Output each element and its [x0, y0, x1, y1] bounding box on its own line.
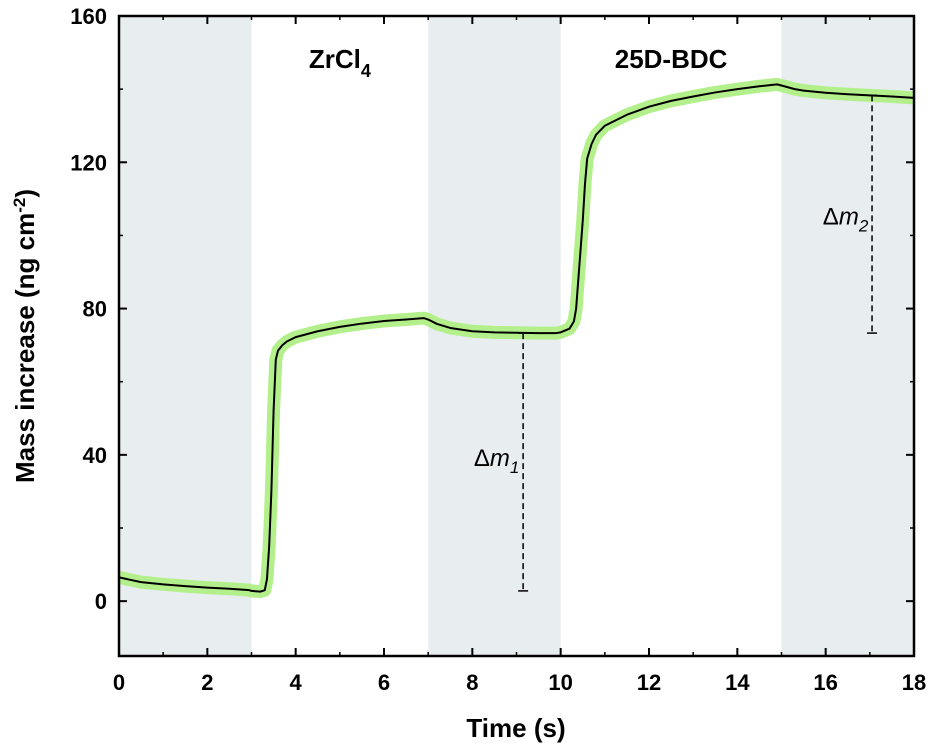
x-tick-label: 14 — [725, 670, 750, 695]
x-tick-label: 0 — [113, 670, 125, 695]
region-label-main: ZrCl — [309, 44, 361, 74]
shaded-region-1 — [119, 16, 252, 656]
y-axis-title-sup: -2 — [10, 198, 29, 213]
y-tick-label: 120 — [70, 150, 107, 175]
y-ticks: 0 40 80 120 160 — [70, 4, 914, 614]
x-tick-label: 4 — [290, 670, 303, 695]
x-tick-label: 8 — [466, 670, 478, 695]
region-label: ZrCl4 — [309, 44, 371, 81]
x-tick-label: 18 — [902, 670, 926, 695]
region-labels: ZrCl4 25D-BDC — [309, 44, 728, 81]
data-line-path — [119, 83, 914, 593]
x-axis-title: Time (s) — [466, 713, 565, 743]
x-ticks: 0 2 4 6 8 10 12 14 16 18 — [113, 16, 926, 695]
shaded-region-3 — [781, 16, 914, 656]
y-tick-label: 40 — [83, 443, 107, 468]
delta-var: m — [839, 203, 859, 230]
delta-label: Δm1 — [474, 445, 520, 477]
delta-sub: 2 — [858, 216, 869, 235]
x-tick-label: 16 — [813, 670, 837, 695]
y-tick-label: 0 — [95, 589, 107, 614]
delta-sub: 1 — [510, 458, 519, 477]
y-axis-title-close: ) — [10, 189, 40, 198]
delta-symbol: Δ — [823, 203, 839, 230]
region-label: 25D-BDC — [615, 44, 728, 74]
delta-var: m — [490, 445, 510, 472]
delta-label: Δm2 — [823, 203, 869, 235]
y-axis-title-main: Mass increase (ng cm — [10, 213, 40, 483]
x-tick-label: 10 — [548, 670, 572, 695]
y-tick-label: 80 — [83, 297, 107, 322]
x-tick-label: 6 — [378, 670, 390, 695]
region-label-sub: 4 — [361, 61, 371, 81]
y-tick-label: 160 — [70, 4, 107, 29]
data-line — [119, 83, 914, 593]
x-tick-label: 2 — [201, 670, 213, 695]
x-tick-label: 12 — [637, 670, 661, 695]
delta-symbol: Δ — [474, 445, 490, 472]
y-axis-title: Mass increase (ng cm-2) — [10, 189, 41, 483]
region-label-main: 25D-BDC — [615, 44, 728, 74]
